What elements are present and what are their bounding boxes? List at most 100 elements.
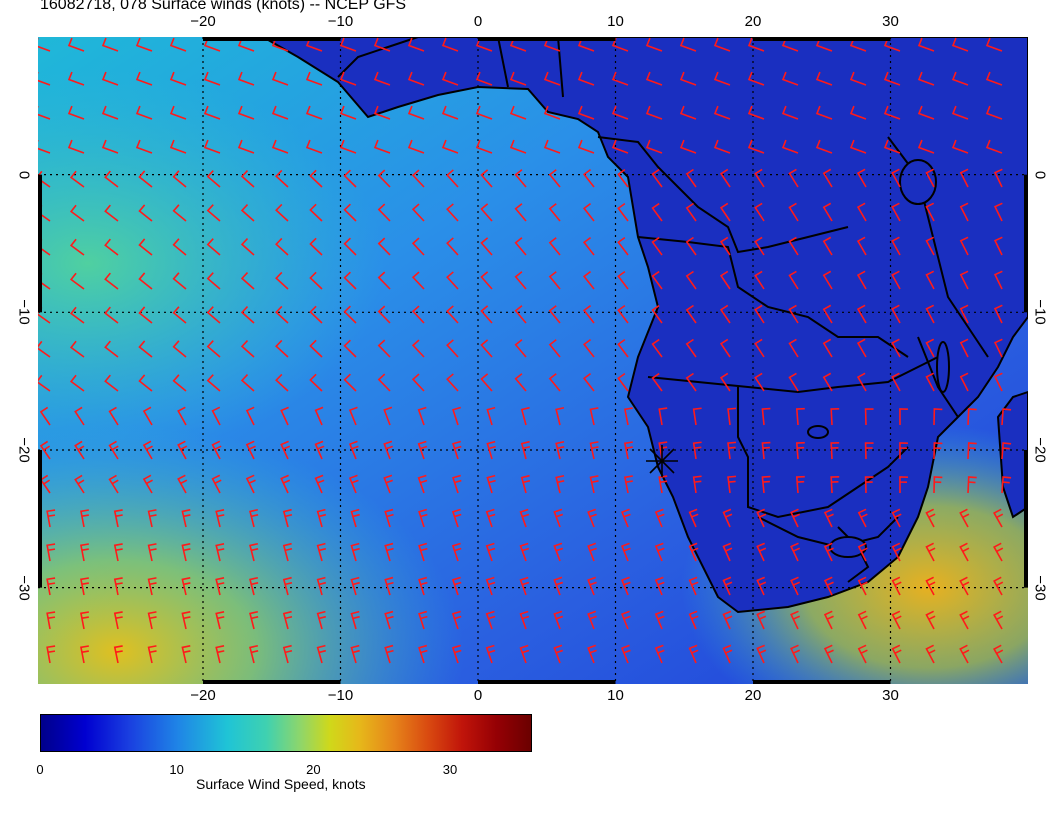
wind-barb [485,542,496,562]
wind-barb [215,645,225,664]
wind-barb [925,304,935,324]
wind-barb [587,644,597,664]
wind-barb [245,440,256,460]
wind-barb [519,508,530,528]
wind-barb [316,576,327,596]
wind-barb [38,140,51,154]
x-tick-label-bottom: 20 [744,687,762,704]
wind-barb [856,236,867,256]
wind-barb [520,440,531,460]
wind-barb [761,407,771,426]
wind-barb [38,106,51,120]
wind-barb [822,304,833,324]
wind-barb [348,440,359,460]
wind-barb [620,644,631,664]
wind-barb [249,576,259,596]
wind-barb [509,105,527,120]
wind-barb [418,610,428,630]
wind-barb [181,543,191,562]
wind-barb [864,476,874,494]
wind-barb [553,542,564,562]
wind-barb [39,440,51,460]
wind-barb [377,305,391,324]
wind-barb [142,406,153,426]
x-tick-label-bottom: 0 [473,687,483,704]
wind-barb [480,271,493,290]
wind-barb [645,139,663,154]
wind-barb [959,168,969,188]
wind-barb [719,338,731,358]
wind-barb [417,406,427,426]
wind-barb [480,237,493,256]
wind-barb [925,202,935,222]
wind-barb [314,474,325,494]
wind-barb [795,407,805,426]
y-tick-label-right: −30 [1031,574,1049,601]
wind-barb [69,170,85,188]
wind-barb [883,139,901,154]
wind-barb [39,406,51,426]
wind-barb [925,338,935,358]
wind-barb [864,442,874,460]
wind-barb [959,270,969,290]
wind-barb [883,105,901,120]
wind-barb [67,139,85,154]
wind-barb [754,202,765,222]
wind-barb [985,37,1003,52]
wind-barb [582,237,595,256]
wind-barb [446,271,459,290]
wind-barb [864,408,874,426]
wind-barb [993,372,1003,392]
wind-barb [169,71,187,86]
wind-barb [815,139,833,154]
wind-barb [679,37,697,52]
wind-barb [446,373,459,392]
colorbar [40,714,532,752]
wind-barb [46,543,56,562]
wind-barb [891,576,902,596]
wind-barb [407,105,425,120]
wind-barb [441,105,459,120]
wind-barb [993,270,1003,290]
wind-barb [815,71,833,86]
wind-barb [589,475,599,494]
wind-barb [611,105,629,120]
wind-barb [305,105,323,120]
wind-barb [685,270,697,290]
wind-barb [138,204,153,222]
wind-barb [206,306,221,324]
wind-barb [181,577,191,596]
wind-barb [316,610,327,630]
wind-barb [101,37,119,52]
wind-barb [172,374,187,392]
wind-barb [553,610,564,630]
station-marker[interactable] [646,445,678,477]
wind-barb [271,139,289,154]
wind-barb [849,105,867,120]
wind-barb [147,645,157,664]
wind-barb [411,169,425,188]
wind-barb [172,170,187,188]
x-tick-label-top: −10 [327,13,354,30]
wind-map[interactable] [38,37,1028,684]
wind-barb [719,236,731,256]
wind-barb [856,202,867,222]
wind-barb [384,644,394,664]
wind-barb [993,542,1004,562]
wind-barb [611,139,629,154]
wind-barb [67,105,85,120]
wind-barb [891,202,901,222]
wind-barb [993,508,1004,528]
wind-barb [582,271,595,290]
wind-barb [822,372,833,392]
wind-barb [343,203,357,222]
land-africa [260,37,1028,614]
wind-barb [959,610,970,630]
wind-barb [815,105,833,120]
wind-barb [350,610,360,630]
wind-barb [795,441,805,460]
wind-barb [582,305,595,324]
lakes [807,159,950,558]
wind-barb [177,474,188,494]
wind-barb [587,576,597,596]
